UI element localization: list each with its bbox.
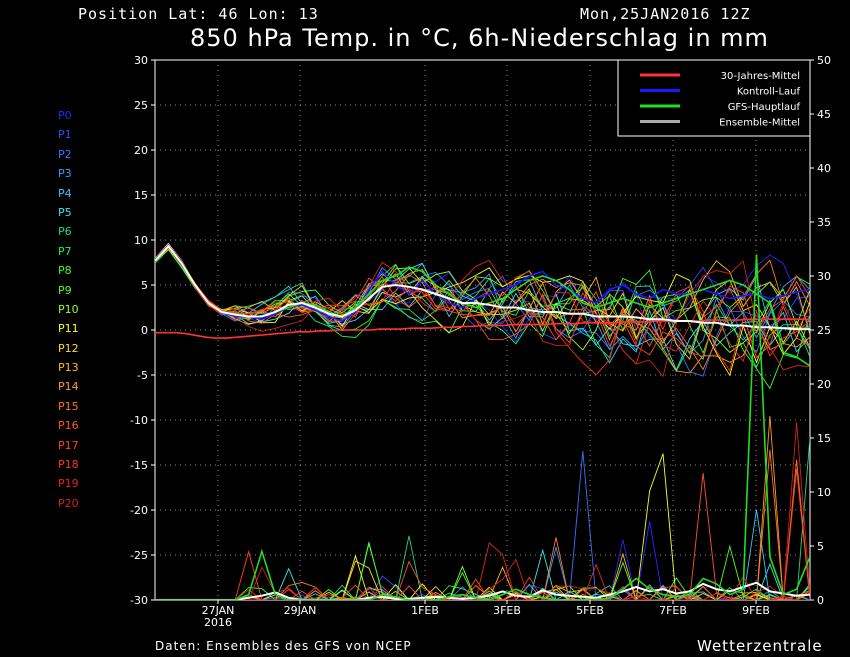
ensemble-member-temp-line — [155, 246, 810, 373]
ensemble-member-precip-line — [155, 546, 810, 600]
y-tick-label-right: 10 — [817, 486, 831, 499]
member-label-p1: P1 — [58, 128, 72, 142]
y-tick-label-left: -20 — [130, 504, 148, 517]
member-label-p3: P3 — [58, 167, 72, 181]
series-line-30-jahres-mittel — [155, 318, 810, 339]
y-tick-label-left: 5 — [141, 279, 148, 292]
legend-label: Ensemble-Mittel — [719, 118, 800, 129]
member-label-p2: P2 — [58, 147, 72, 161]
y-tick-label-left: 30 — [134, 54, 148, 67]
run-date: Mon,25JAN2016 12Z — [580, 5, 751, 23]
ensemble-member-precip-line — [155, 437, 810, 600]
series-line-ensemble-mittel-niederschlag — [155, 581, 810, 600]
ensemble-member-temp-line — [155, 242, 810, 344]
member-label-p10: P10 — [58, 302, 79, 316]
y-tick-label-left: -5 — [137, 369, 148, 382]
x-tick-label: 1FEB — [411, 604, 439, 617]
ensemble-member-temp-line — [155, 246, 810, 378]
y-tick-label-left: 20 — [134, 144, 148, 157]
ensemble-member-temp-line — [155, 245, 810, 374]
y-tick-label-right: 35 — [817, 216, 831, 229]
y-tick-label-left: -15 — [130, 459, 148, 472]
member-label-p15: P15 — [58, 399, 79, 413]
ensemble-member-precip-line — [155, 449, 810, 600]
y-tick-label-right: 25 — [817, 324, 831, 337]
member-label-p20: P20 — [58, 496, 79, 510]
ensemble-member-temp-line — [155, 247, 810, 371]
data-source-note: Daten: Ensembles des GFS von NCEP — [155, 639, 412, 653]
y-tick-label-left: -10 — [130, 414, 148, 427]
ensemble-member-temp-line — [155, 244, 810, 355]
x-tick-label: 2016 — [204, 616, 232, 629]
ensemble-member-precip-line — [155, 422, 810, 600]
x-tick-label: 5FEB — [576, 604, 604, 617]
y-tick-label-right: 15 — [817, 432, 831, 445]
y-tick-label-left: 25 — [134, 99, 148, 112]
y-tick-label-right: 40 — [817, 162, 831, 175]
member-label-p7: P7 — [58, 244, 72, 258]
member-label-p12: P12 — [58, 341, 79, 355]
member-label-p8: P8 — [58, 264, 72, 278]
y-tick-label-left: -25 — [130, 549, 148, 562]
y-tick-label-right: 30 — [817, 270, 831, 283]
x-tick-label: 9FEB — [742, 604, 770, 617]
y-tick-label-left: 15 — [134, 189, 148, 202]
member-label-p4: P4 — [58, 186, 72, 200]
y-tick-label-right: 20 — [817, 378, 831, 391]
member-label-p5: P5 — [58, 205, 72, 219]
member-label-p9: P9 — [58, 283, 72, 297]
position-label: Position Lat: 46 Lon: 13 — [78, 5, 319, 23]
chart-title: 850 hPa Temp. in °C, 6h-Niederschlag in … — [190, 24, 769, 52]
member-label-p14: P14 — [58, 380, 79, 394]
member-label-p6: P6 — [58, 225, 72, 239]
ensemble-member-temp-line — [155, 245, 810, 371]
member-label-p19: P19 — [58, 477, 79, 491]
ensemble-member-precip-line — [155, 472, 810, 600]
member-label-p0: P0 — [58, 109, 72, 122]
x-tick-label: 7FEB — [659, 604, 687, 617]
ensemble-member-temp-line — [155, 244, 810, 359]
x-tick-label: 29JAN — [284, 604, 317, 617]
legend-label: GFS-Hauptlauf — [728, 102, 801, 113]
brand-label: Wetterzentrale — [697, 637, 823, 655]
y-tick-label-left: 0 — [141, 324, 148, 337]
legend-box — [617, 59, 811, 137]
x-tick-label: 3FEB — [493, 604, 521, 617]
member-label-p13: P13 — [58, 361, 79, 375]
ensemble-member-temp-line — [155, 243, 810, 377]
ensemble-member-precip-line — [155, 548, 810, 600]
y-tick-label-right: 50 — [817, 54, 831, 67]
ensemble-member-precip-line — [155, 468, 810, 600]
legend-label: Kontroll-Lauf — [737, 87, 801, 98]
series-line-gfs-hauptlauf-niederschlag — [155, 254, 810, 600]
y-tick-label-right: 45 — [817, 108, 831, 121]
series-line-ensemble-mittel — [155, 244, 810, 331]
member-label-p16: P16 — [58, 419, 79, 433]
member-labels: P0 P1 P2 P3 P4 P5 P6 P7 P8 P9 P10 P11 P12 P13 P14 P15 P1… — [58, 109, 79, 516]
y-tick-label-right: 5 — [817, 540, 824, 553]
member-label-p18: P18 — [58, 458, 79, 472]
legend-label: 30-Jahres-Mittel — [721, 71, 800, 82]
member-label-p17: P17 — [58, 438, 79, 452]
x-tick-label: 27JAN — [202, 604, 235, 617]
y-tick-label-left: 10 — [134, 234, 148, 247]
member-label-p11: P11 — [58, 322, 79, 336]
ensemble-member-precip-line — [155, 542, 810, 600]
y-tick-label-right: 0 — [817, 594, 824, 607]
ensemble-member-precip-line — [155, 560, 810, 600]
y-tick-label-left: -30 — [130, 594, 148, 607]
